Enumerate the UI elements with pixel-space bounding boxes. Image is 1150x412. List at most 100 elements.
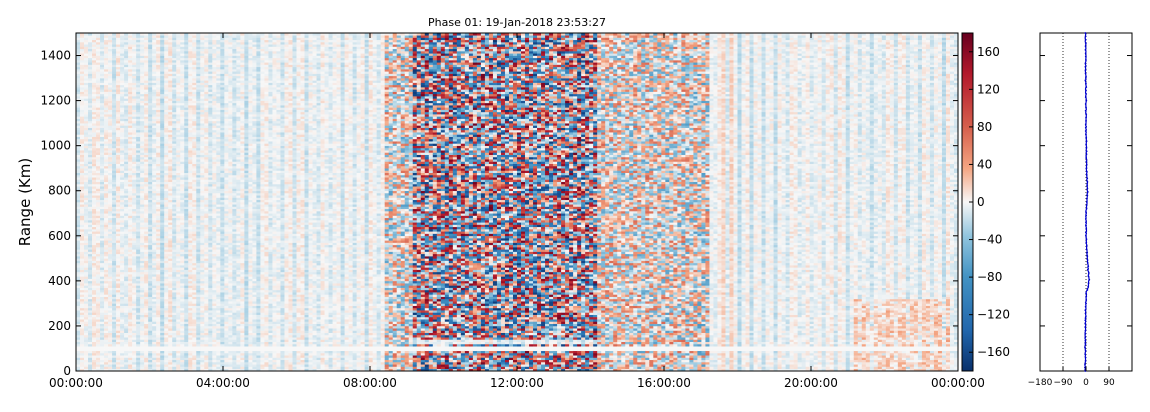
heatmap-cell [132,334,137,338]
heatmap-cell [88,186,93,189]
heatmap-cell [88,177,93,180]
heatmap-cell [136,132,141,135]
heatmap-cell [156,307,161,311]
heatmap-cell [180,292,185,295]
heatmap-cell [200,355,205,358]
heatmap-cell [124,337,129,340]
heatmap-cell [196,100,201,104]
heatmap-cell [208,328,213,331]
heatmap-cell [204,199,209,203]
heatmap-cell [156,208,161,212]
heatmap-cell [196,64,201,68]
heatmap-cell [200,57,205,61]
heatmap-cell [84,215,89,219]
heatmap-cell [164,78,169,81]
heatmap-cell [144,296,149,300]
heatmap-cell [148,332,153,336]
heatmap-cell [172,118,177,122]
heatmap-cell [192,258,197,261]
heatmap-cell [108,312,113,315]
heatmap-cell [172,337,177,340]
heatmap-cell [148,204,153,207]
heatmap-cell [144,215,149,219]
heatmap-cell [176,111,181,115]
heatmap-cell [168,361,173,365]
heatmap-cell [88,60,93,63]
heatmap-cell [148,71,153,74]
heatmap-cell [176,215,181,219]
heatmap-cell [116,303,121,306]
heatmap-cell [108,274,113,277]
heatmap-cell [80,305,85,309]
heatmap-cell [156,91,161,95]
heatmap-cell [116,283,121,286]
heatmap-cell [108,48,113,52]
heatmap-cell [112,368,117,372]
heatmap-cell [188,334,193,338]
heatmap-cell [152,159,157,162]
heatmap-cell [112,60,117,63]
heatmap-cell [188,129,193,133]
heatmap-cell [148,343,153,347]
heatmap-cell [140,289,145,293]
heatmap-cell [196,256,201,259]
heatmap-cell [144,325,149,329]
heatmap-cell [208,334,213,338]
heatmap-cell [132,215,137,219]
heatmap-cell [192,156,197,160]
heatmap-cell [136,143,141,146]
heatmap-cell [168,226,173,230]
heatmap-cell [108,71,113,74]
heatmap-cell [92,143,97,146]
heatmap-cell [208,307,213,311]
heatmap-cell [152,242,157,246]
heatmap-cell [156,278,161,282]
heatmap-cell [128,116,133,119]
heatmap-cell [132,352,137,356]
heatmap-cell [92,190,97,194]
heatmap-cell [164,48,169,52]
heatmap-cell [124,312,129,315]
heatmap-cell [76,215,81,219]
heatmap-cell [172,206,177,210]
heatmap-cell [180,357,185,361]
heatmap-cell [128,73,133,77]
heatmap-cell [188,51,193,54]
heatmap-cell [204,314,209,318]
heatmap-cell [184,100,189,104]
heatmap-cell [136,292,141,295]
heatmap-cell [88,44,93,47]
heatmap-cell [136,310,141,313]
heatmap-cell [136,215,141,219]
heatmap-cell [100,328,105,331]
heatmap-cell [184,231,189,234]
heatmap-cell [88,289,93,293]
heatmap-cell [152,211,157,214]
heatmap-cell [148,292,153,295]
heatmap-cell [180,258,185,261]
heatmap-cell [116,75,121,79]
heatmap-cell [132,323,137,327]
heatmap-cell [192,242,197,246]
heatmap-cell [148,303,153,306]
heatmap-cell [104,280,109,284]
heatmap-cell [188,350,193,354]
heatmap-cell [144,66,149,70]
heatmap-cell [104,174,109,178]
heatmap-cell [180,170,185,173]
heatmap-cell [116,346,121,349]
heatmap-cell [96,127,101,131]
heatmap-cell [108,292,113,295]
heatmap-cell [136,229,141,232]
heatmap-cell [184,323,189,327]
heatmap-cell [176,156,181,160]
heatmap-cell [188,226,193,230]
heatmap-cell [112,361,117,365]
heatmap-cell [88,156,93,160]
heatmap-cell [144,274,149,277]
heatmap-cell [168,323,173,327]
heatmap-cell [168,48,173,52]
heatmap-cell [80,229,85,232]
heatmap-cell [192,48,197,52]
heatmap-cell [164,364,169,367]
